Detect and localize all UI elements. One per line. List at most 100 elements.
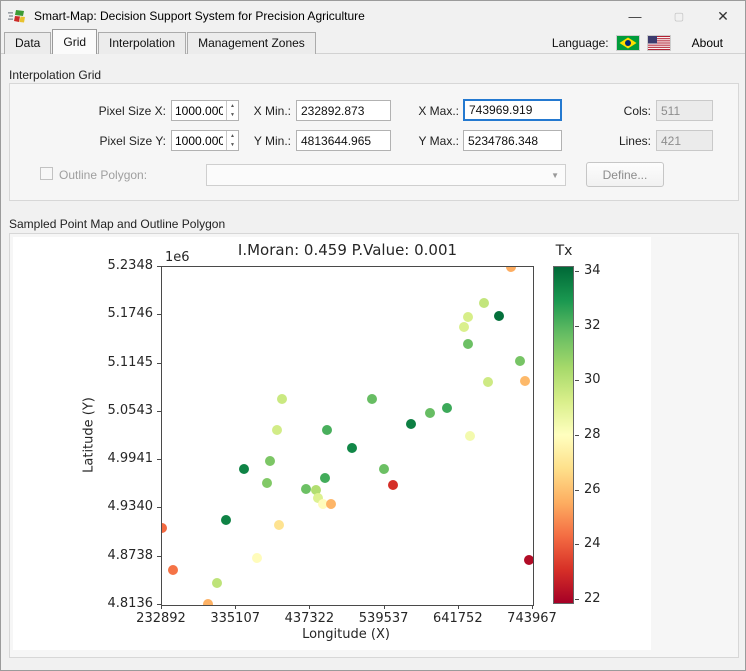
y-tick-label: 4.9340 <box>71 499 153 514</box>
pixel-size-y-input[interactable] <box>172 131 226 150</box>
scatter-point <box>326 499 336 509</box>
app-logo-icon <box>8 8 26 24</box>
colorbar-tick-label: 26 <box>584 482 601 497</box>
outline-polygon-checkbox[interactable] <box>40 167 53 180</box>
colorbar-tick-mark <box>575 490 579 491</box>
minimize-button[interactable]: — <box>613 1 657 31</box>
scatter-point <box>442 403 452 413</box>
usa-flag-icon[interactable] <box>647 35 671 51</box>
interpolation-grid-title: Interpolation Grid <box>9 68 101 82</box>
tab-grid[interactable]: Grid <box>52 29 97 54</box>
y-min-label: Y Min.: <box>241 134 291 148</box>
pixel-size-y-spinner[interactable]: ▲ ▼ <box>171 130 239 151</box>
x-max-input[interactable] <box>463 99 562 121</box>
pixel-size-y-label: Pixel Size Y: <box>81 134 166 148</box>
scatter-point <box>274 520 284 530</box>
maximize-button[interactable]: ▢ <box>657 1 701 31</box>
spin-down-icon[interactable]: ▼ <box>227 111 238 121</box>
plot-title: I.Moran: 0.459 P.Value: 0.001 <box>161 241 534 259</box>
pixel-size-x-spinner[interactable]: ▲ ▼ <box>171 100 239 121</box>
colorbar-tick-mark <box>575 380 579 381</box>
y-tick-label: 5.0543 <box>71 403 153 418</box>
spin-up-icon[interactable]: ▲ <box>227 131 238 141</box>
scatter-point <box>494 311 504 321</box>
x-tick-mark <box>235 605 236 609</box>
lines-label: Lines: <box>591 134 651 148</box>
colorbar-tick-label: 24 <box>584 536 601 551</box>
scatter-point <box>161 523 167 533</box>
scatter-point <box>483 377 493 387</box>
scatter-point <box>239 464 249 474</box>
brazil-flag-icon[interactable] <box>616 35 640 51</box>
x-max-label: X Max.: <box>406 104 459 118</box>
pixel-size-x-input[interactable] <box>172 101 226 120</box>
colorbar-tick-label: 32 <box>584 318 601 333</box>
x-axis-label: Longitude (X) <box>302 627 390 642</box>
x-tick-mark <box>161 605 162 609</box>
scatter-point <box>203 599 213 606</box>
colorbar-tick-mark <box>575 435 579 436</box>
app-window: Smart-Map: Decision Support System for P… <box>0 0 746 671</box>
x-min-input[interactable] <box>296 100 391 121</box>
tab-data[interactable]: Data <box>4 32 51 54</box>
close-button[interactable]: ✕ <box>701 1 745 31</box>
spin-up-icon[interactable]: ▲ <box>227 101 238 111</box>
x-tick-label: 437322 <box>285 611 335 626</box>
scatter-point <box>406 419 416 429</box>
y-tick-mark <box>157 314 161 315</box>
scatter-point <box>367 394 377 404</box>
x-tick-mark <box>532 605 533 609</box>
scatter-point <box>459 322 469 332</box>
cols-label: Cols: <box>591 104 651 118</box>
scatter-point <box>221 515 231 525</box>
scatter-point <box>515 356 525 366</box>
x-min-label: X Min.: <box>241 104 291 118</box>
define-button[interactable]: Define... <box>586 162 664 187</box>
y-tick-label: 4.9941 <box>71 451 153 466</box>
x-tick-mark <box>384 605 385 609</box>
scatter-point <box>379 464 389 474</box>
scatter-point <box>320 473 330 483</box>
colorbar-tick-mark <box>575 544 579 545</box>
x-tick-label: 641752 <box>433 611 483 626</box>
scatter-point <box>272 425 282 435</box>
y-min-input[interactable] <box>296 130 391 151</box>
map-section-title: Sampled Point Map and Outline Polygon <box>9 217 225 231</box>
scatter-point <box>322 425 332 435</box>
window-title: Smart-Map: Decision Support System for P… <box>34 9 365 23</box>
x-tick-label: 743967 <box>507 611 557 626</box>
colorbar-tick-mark <box>575 599 579 600</box>
y-tick-label: 4.8738 <box>71 548 153 563</box>
scatter-point <box>465 431 475 441</box>
outline-polygon-combobox[interactable]: ▼ <box>206 164 566 186</box>
scatter-point <box>252 553 262 563</box>
colorbar-tick-label: 34 <box>584 263 601 278</box>
y-axis-offset-text: 1e6 <box>165 250 190 265</box>
plot-canvas: I.Moran: 0.459 P.Value: 0.001 1e6 Latitu… <box>13 237 651 650</box>
y-tick-mark <box>157 556 161 557</box>
plot-axes <box>161 266 534 606</box>
cols-field <box>656 100 713 121</box>
scatter-point <box>212 578 222 588</box>
colorbar-tick-label: 22 <box>584 591 601 606</box>
colorbar-tick-label: 28 <box>584 427 601 442</box>
about-button[interactable]: About <box>678 34 737 52</box>
language-label: Language: <box>552 36 609 50</box>
y-tick-mark <box>157 507 161 508</box>
x-tick-label: 335107 <box>210 611 260 626</box>
x-tick-mark <box>458 605 459 609</box>
scatter-point <box>425 408 435 418</box>
colorbar-tick-mark <box>575 326 579 327</box>
scatter-point <box>524 555 534 565</box>
scatter-point <box>388 480 398 490</box>
tab-management-zones[interactable]: Management Zones <box>187 32 316 54</box>
scatter-point <box>463 312 473 322</box>
y-max-input[interactable] <box>463 130 562 151</box>
spin-down-icon[interactable]: ▼ <box>227 141 238 151</box>
tab-interpolation[interactable]: Interpolation <box>98 32 186 54</box>
outline-polygon-label: Outline Polygon: <box>59 168 169 182</box>
scatter-point <box>347 443 357 453</box>
scatter-point <box>479 298 489 308</box>
y-tick-mark <box>157 411 161 412</box>
y-max-label: Y Max.: <box>406 134 459 148</box>
